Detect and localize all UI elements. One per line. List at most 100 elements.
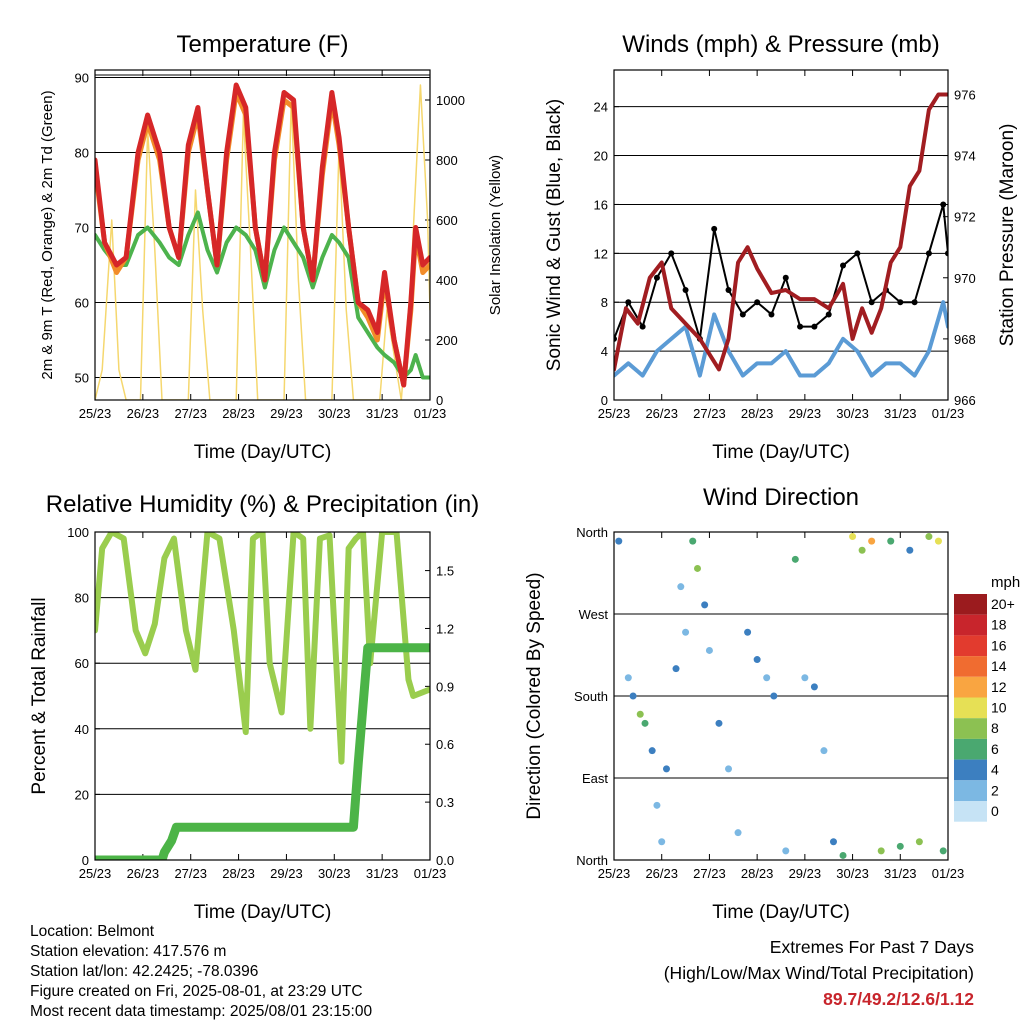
legend-label: 12 xyxy=(991,679,1007,695)
y-axis-label: 2m & 9m T (Red, Orange) & 2m Td (Green) xyxy=(39,90,56,379)
direction-point xyxy=(689,537,697,545)
y-axis-label: Percent & Total Rainfall xyxy=(29,597,50,794)
legend-swatch xyxy=(954,656,987,677)
sonic-wind-line xyxy=(614,300,948,378)
y-tick-label: 60 xyxy=(75,656,89,671)
extremes-box: Extremes For Past 7 Days (High/Low/Max W… xyxy=(664,934,974,1012)
x-tick-label: 27/23 xyxy=(174,866,207,881)
direction-point xyxy=(753,656,761,664)
x-tick-label: 25/23 xyxy=(598,406,631,421)
direction-point xyxy=(615,537,623,545)
direction-point xyxy=(734,829,742,837)
direction-point xyxy=(715,719,723,727)
legend-label: 4 xyxy=(991,762,999,778)
relative-humidity-line xyxy=(95,532,430,765)
y-tick-label: North xyxy=(576,853,608,868)
extremes-values: 89.7/49.2/12.6/1.12 xyxy=(823,989,974,1009)
legend-swatch xyxy=(954,697,987,719)
direction-point xyxy=(653,801,661,809)
y-tick-label: 70 xyxy=(75,221,89,236)
y2-tick-label: 1000 xyxy=(436,93,465,108)
legend-swatch xyxy=(954,801,987,822)
x-tick-label: 30/23 xyxy=(318,406,351,421)
x-axis-label: Time (Day/UTC) xyxy=(194,442,332,463)
direction-point xyxy=(672,665,680,673)
direction-point xyxy=(694,564,701,572)
panel-title: Winds (mph) & Pressure (mb) xyxy=(622,31,939,58)
y2-tick-label: 968 xyxy=(954,332,976,347)
direction-point xyxy=(925,533,933,541)
direction-point xyxy=(939,847,947,855)
panel-direction: Wind Direction Time (Day/UTC) Direction (C… xyxy=(524,484,964,923)
direction-point xyxy=(629,692,637,700)
legend-label: 18 xyxy=(991,617,1007,633)
y-axis-label: Direction (Colored By Speed) xyxy=(524,572,545,819)
legend-swatch xyxy=(954,594,987,615)
x-tick-label: 30/23 xyxy=(836,406,869,421)
legend-label: 6 xyxy=(991,741,999,757)
direction-point xyxy=(725,765,733,773)
x-tick-label: 29/23 xyxy=(270,406,303,421)
extremes-subtitle: (High/Low/Max Wind/Total Precipitation) xyxy=(663,963,974,983)
direction-point xyxy=(677,583,685,591)
direction-point xyxy=(770,692,778,700)
x-tick-label: 28/23 xyxy=(222,866,255,881)
y-tick-label: 20 xyxy=(594,149,608,164)
x-tick-label: 29/23 xyxy=(789,866,822,881)
y-axis-right-label: Station Pressure (Maroon) xyxy=(997,124,1018,347)
direction-point xyxy=(887,537,895,545)
timestamp-text: Most recent data timestamp: 2025/08/01 2… xyxy=(30,1003,373,1020)
series-group xyxy=(614,92,948,378)
x-tick-label: 25/23 xyxy=(79,866,112,881)
temp-2m-line xyxy=(95,82,430,388)
direction-point xyxy=(624,674,632,682)
direction-point xyxy=(877,847,885,855)
legend-label: 16 xyxy=(991,637,1007,653)
x-tick-label: 01/23 xyxy=(932,406,965,421)
direction-point xyxy=(906,546,914,554)
total-rainfall-line xyxy=(95,643,430,860)
x-tick-label: 31/23 xyxy=(366,406,399,421)
y-tick-label: South xyxy=(574,689,608,704)
plot-frame xyxy=(613,69,949,401)
x-tick-label: 27/23 xyxy=(693,866,726,881)
y2-tick-label: 976 xyxy=(954,87,976,102)
legend-swatch xyxy=(954,676,987,698)
x-tick-label: 25/23 xyxy=(79,406,112,421)
y2-tick-label: 970 xyxy=(954,271,976,286)
y2-tick-label: 0.0 xyxy=(436,853,454,868)
x-tick-label: 29/23 xyxy=(789,406,822,421)
direction-point xyxy=(829,838,837,846)
x-tick-label: 28/23 xyxy=(741,866,774,881)
x-tick-label: 01/23 xyxy=(414,406,447,421)
direction-point xyxy=(662,765,670,773)
y-axis-right-label: Solar Insolation (Yellow) xyxy=(487,155,504,315)
station-pressure-line xyxy=(614,92,948,372)
dewpoint-2m-line xyxy=(95,210,430,380)
y2-tick-label: 0 xyxy=(436,393,443,408)
x-tick-label: 27/23 xyxy=(693,406,726,421)
x-tick-label: 26/23 xyxy=(127,866,160,881)
y2-tick-label: 600 xyxy=(436,213,458,228)
extremes-title: Extremes For Past 7 Days xyxy=(769,937,974,957)
legend-swatch xyxy=(954,635,987,657)
y-tick-label: 40 xyxy=(75,722,89,737)
y2-tick-label: 0.6 xyxy=(436,737,454,752)
legend-label: 2 xyxy=(991,782,999,798)
panel-winds: Winds (mph) & Pressure (mb) Time (Day/UTC… xyxy=(544,31,1018,463)
latlon-text: Station lat/lon: 42.2425; -78.0396 xyxy=(30,963,259,980)
location-text: Location: Belmont xyxy=(30,923,155,940)
y2-tick-label: 800 xyxy=(436,153,458,168)
y-tick-label: 100 xyxy=(67,525,89,540)
direction-point xyxy=(934,537,942,545)
x-tick-label: 27/23 xyxy=(174,406,207,421)
legend-label: 10 xyxy=(991,700,1007,716)
y-tick-label: North xyxy=(576,525,608,540)
x-tick-label: 25/23 xyxy=(598,866,631,881)
x-tick-label: 28/23 xyxy=(741,406,774,421)
y-tick-label: 24 xyxy=(594,100,608,115)
x-tick-label: 26/23 xyxy=(645,406,678,421)
x-tick-label: 31/23 xyxy=(884,866,917,881)
series-group xyxy=(615,533,947,859)
x-tick-label: 31/23 xyxy=(884,406,917,421)
